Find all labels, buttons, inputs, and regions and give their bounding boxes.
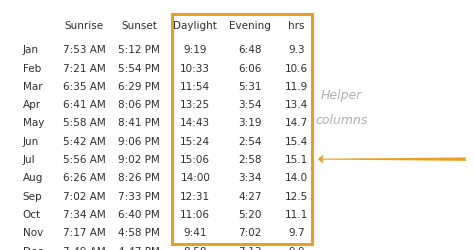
Text: Aug: Aug <box>23 173 43 183</box>
Text: 7:13: 7:13 <box>238 246 262 250</box>
Text: 5:31: 5:31 <box>238 82 262 92</box>
Text: 4:47 PM: 4:47 PM <box>118 246 160 250</box>
Text: 12.5: 12.5 <box>284 191 308 201</box>
Text: 4:58 PM: 4:58 PM <box>118 228 160 237</box>
Text: 14.0: 14.0 <box>285 173 308 183</box>
Text: Sep: Sep <box>23 191 42 201</box>
Text: 7:49 AM: 7:49 AM <box>63 246 106 250</box>
Text: 13:25: 13:25 <box>180 100 210 110</box>
Text: 14:00: 14:00 <box>180 173 210 183</box>
Bar <box>172 15 312 244</box>
Text: columns: columns <box>315 114 367 126</box>
Text: 2:58: 2:58 <box>238 154 262 164</box>
Text: 5:58 AM: 5:58 AM <box>63 118 106 128</box>
Text: 5:54 PM: 5:54 PM <box>118 63 160 73</box>
Text: 7:34 AM: 7:34 AM <box>63 209 106 219</box>
Text: 15.4: 15.4 <box>284 136 308 146</box>
Text: 14:43: 14:43 <box>180 118 210 128</box>
Text: 15:24: 15:24 <box>180 136 210 146</box>
Text: 11.9: 11.9 <box>284 82 308 92</box>
Text: 3:34: 3:34 <box>238 173 262 183</box>
Text: 6:35 AM: 6:35 AM <box>63 82 106 92</box>
Text: 2:54: 2:54 <box>238 136 262 146</box>
Text: hrs: hrs <box>288 21 304 31</box>
Text: 7:17 AM: 7:17 AM <box>63 228 106 237</box>
Text: 9.7: 9.7 <box>288 228 305 237</box>
Text: Apr: Apr <box>23 100 41 110</box>
Text: 10:33: 10:33 <box>180 63 210 73</box>
Text: Evening: Evening <box>229 21 271 31</box>
Text: 15:06: 15:06 <box>180 154 210 164</box>
Text: 6:26 AM: 6:26 AM <box>63 173 106 183</box>
Text: Jan: Jan <box>23 45 39 55</box>
Text: Jul: Jul <box>23 154 36 164</box>
Text: Helper: Helper <box>320 88 362 102</box>
Text: 13.4: 13.4 <box>284 100 308 110</box>
Text: 12:31: 12:31 <box>180 191 210 201</box>
Text: 11:06: 11:06 <box>180 209 210 219</box>
Text: 9:06 PM: 9:06 PM <box>118 136 160 146</box>
Text: 7:02 AM: 7:02 AM <box>63 191 106 201</box>
Text: Jun: Jun <box>23 136 39 146</box>
Text: 10.6: 10.6 <box>285 63 308 73</box>
Text: Oct: Oct <box>23 209 41 219</box>
Text: 7:53 AM: 7:53 AM <box>63 45 106 55</box>
Text: 8:41 PM: 8:41 PM <box>118 118 160 128</box>
Text: May: May <box>23 118 44 128</box>
Text: Sunset: Sunset <box>121 21 157 31</box>
Text: 8:58: 8:58 <box>183 246 207 250</box>
Text: Dec: Dec <box>23 246 43 250</box>
Text: 3:19: 3:19 <box>238 118 262 128</box>
Text: 8:26 PM: 8:26 PM <box>118 173 160 183</box>
Text: 9:41: 9:41 <box>183 228 207 237</box>
Text: 9.3: 9.3 <box>288 45 305 55</box>
Text: 5:12 PM: 5:12 PM <box>118 45 160 55</box>
Text: 11.1: 11.1 <box>284 209 308 219</box>
Text: 11:54: 11:54 <box>180 82 210 92</box>
Text: 7:21 AM: 7:21 AM <box>63 63 106 73</box>
Text: 6:41 AM: 6:41 AM <box>63 100 106 110</box>
Text: 7:33 PM: 7:33 PM <box>118 191 160 201</box>
Text: 9:02 PM: 9:02 PM <box>118 154 160 164</box>
Text: 6:29 PM: 6:29 PM <box>118 82 160 92</box>
Text: Sunrise: Sunrise <box>65 21 104 31</box>
Text: Daylight: Daylight <box>173 21 217 31</box>
Text: 15.1: 15.1 <box>284 154 308 164</box>
Text: 8:06 PM: 8:06 PM <box>118 100 160 110</box>
Text: 5:56 AM: 5:56 AM <box>63 154 106 164</box>
Text: 3:54: 3:54 <box>238 100 262 110</box>
Text: 6:48: 6:48 <box>238 45 262 55</box>
Text: 9:19: 9:19 <box>183 45 207 55</box>
Text: 9.0: 9.0 <box>288 246 304 250</box>
Text: Feb: Feb <box>23 63 41 73</box>
Text: Mar: Mar <box>23 82 42 92</box>
Text: 5:20: 5:20 <box>238 209 262 219</box>
Text: 14.7: 14.7 <box>284 118 308 128</box>
Text: 7:02: 7:02 <box>238 228 262 237</box>
Text: Nov: Nov <box>23 228 43 237</box>
Text: 6:06: 6:06 <box>238 63 262 73</box>
Text: 6:40 PM: 6:40 PM <box>118 209 160 219</box>
Text: 4:27: 4:27 <box>238 191 262 201</box>
Text: 5:42 AM: 5:42 AM <box>63 136 106 146</box>
